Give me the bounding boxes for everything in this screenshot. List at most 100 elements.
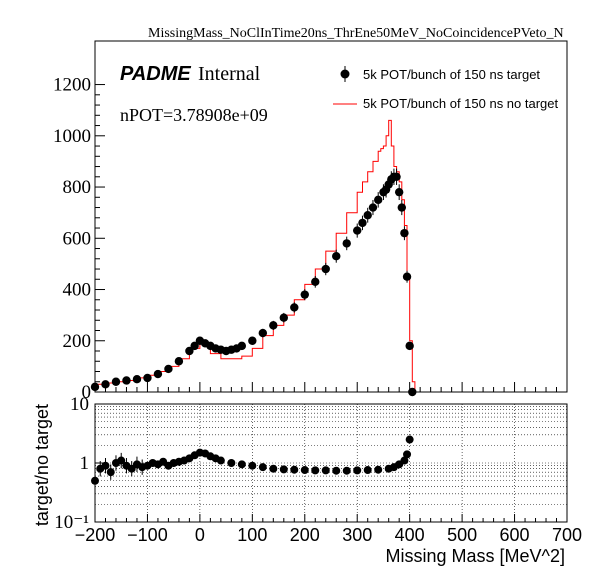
- series-target-point: [405, 341, 414, 351]
- ratio-point: [342, 466, 351, 475]
- series-target-point: [290, 303, 299, 312]
- series-target-point: [408, 387, 417, 397]
- series-target-point: [101, 380, 110, 389]
- lower-x-tick-label: 700: [552, 525, 582, 545]
- series-target-point: [358, 218, 367, 228]
- ratio-point: [91, 476, 99, 485]
- upper-x-axis-ticks: [94, 382, 568, 392]
- chart-title: MissingMass_NoClInTime20ns_ThrEne50MeV_N…: [148, 26, 564, 41]
- lower-y-axis: 10⁻¹ 1 10: [54, 394, 105, 533]
- ratio-point: [258, 463, 267, 472]
- ratio-point: [269, 464, 278, 473]
- lower-x-tick-label: −100: [127, 525, 168, 545]
- lower-y-tick-label: 10⁻¹: [54, 512, 89, 533]
- ratio-point: [332, 466, 341, 475]
- ratio-point: [101, 461, 110, 470]
- upper-panel: 0 200 400 600 800 1000 1200 PADME Internal nPO…: [53, 40, 568, 403]
- ratio-point: [279, 465, 288, 474]
- upper-y-axis: 0 200 400 600 800 1000 1200: [53, 75, 105, 403]
- ratio-point: [400, 456, 409, 465]
- upper-y-tick-label: 200: [63, 331, 92, 352]
- upper-y-tick-label: 0: [82, 382, 92, 403]
- lower-y-tick-label: 1: [80, 453, 90, 474]
- ratio-point: [106, 468, 115, 477]
- brand-label: PADME: [120, 63, 191, 85]
- ratio-point: [363, 466, 372, 475]
- series-target-point: [400, 228, 409, 238]
- series-target-point: [392, 172, 401, 181]
- upper-y-tick-label: 800: [63, 177, 92, 198]
- lower-x-tick-label: −200: [75, 525, 116, 545]
- lower-x-tick-label: 0: [195, 525, 205, 545]
- series-target-point: [185, 346, 194, 356]
- series-target-point: [300, 290, 309, 299]
- ratio-point: [311, 466, 320, 475]
- series-target-point: [153, 369, 163, 379]
- upper-y-tick-label: 600: [63, 228, 92, 249]
- ratio-point: [300, 466, 309, 475]
- upper-y-tick-label: 1200: [53, 75, 91, 96]
- ratio-point: [403, 450, 412, 459]
- ratio-point: [290, 465, 299, 474]
- ratio-point: [127, 464, 136, 473]
- series-target-point: [363, 211, 372, 220]
- lower-x-axis: −200 −100 0 100 200 300 400 500 600 700: [75, 514, 582, 545]
- lower-panel: 10⁻¹ 1 10 −200 −100 0 100 200 300 400 500 600 700 M…: [32, 394, 582, 566]
- series-target-point: [332, 252, 341, 261]
- series-target-point: [394, 187, 404, 197]
- lower-x-tick-label: 200: [290, 525, 320, 545]
- ratio-point: [353, 466, 362, 475]
- series-target-point: [164, 364, 173, 374]
- series-no-target-line: [95, 119, 416, 392]
- series-target-point: [90, 382, 100, 392]
- legend-target-marker: [340, 69, 350, 79]
- series-target-point: [311, 277, 320, 287]
- series-target-point: [374, 195, 383, 205]
- y-axis-label: target/no target: [32, 404, 52, 526]
- series-target-point: [248, 336, 257, 345]
- upper-series-group: [90, 119, 417, 397]
- series-target-point: [342, 239, 351, 248]
- series-target-point: [279, 313, 288, 322]
- lower-x-tick-label: 400: [395, 525, 425, 545]
- lower-x-tick-label: 600: [500, 525, 530, 545]
- lower-x-tick-label: 100: [237, 525, 267, 545]
- series-target-point: [402, 272, 412, 281]
- lower-x-tick-label: 500: [447, 525, 477, 545]
- lower-grid: [95, 404, 567, 522]
- upper-y-tick-label: 400: [63, 280, 92, 301]
- ratio-point: [321, 466, 330, 475]
- ratio-point: [216, 456, 225, 465]
- series-target-point: [397, 203, 406, 212]
- ratio-point: [248, 461, 257, 470]
- series-target-point: [237, 341, 247, 351]
- upper-y-tick-label: 1000: [53, 126, 91, 147]
- series-target-point: [368, 203, 378, 212]
- brand-suffix: Internal: [198, 63, 261, 85]
- lower-x-tick-label: 300: [342, 525, 372, 545]
- series-target-point: [174, 357, 184, 366]
- upper-plot-frame: [94, 40, 568, 393]
- series-target-point: [190, 341, 199, 351]
- lower-y-tick-label: 10: [70, 394, 89, 415]
- legend-notarget-label: 5k POT/bunch of 150 ns no target: [363, 96, 559, 111]
- series-target-point: [269, 321, 278, 330]
- series-target-point: [321, 264, 330, 274]
- ratio-point: [117, 456, 126, 465]
- ratio-point: [237, 460, 246, 469]
- series-target-point: [122, 376, 131, 385]
- legend-target-label: 5k POT/bunch of 150 ns target: [363, 67, 540, 82]
- series-target-point: [132, 374, 142, 384]
- ratio-point: [227, 459, 236, 467]
- series-target-point: [143, 373, 152, 383]
- x-axis-label: Missing Mass [MeV^2]: [386, 546, 566, 566]
- ratio-point: [374, 465, 383, 474]
- npot-label: nPOT=3.78908e+09: [120, 105, 268, 125]
- series-target-point: [258, 328, 268, 338]
- lower-series-group: [91, 435, 414, 489]
- series-target-point: [111, 377, 121, 386]
- series-target-point: [353, 226, 362, 235]
- legend: 5k POT/bunch of 150 ns target 5k POT/bun…: [333, 66, 559, 111]
- ratio-point: [405, 435, 414, 444]
